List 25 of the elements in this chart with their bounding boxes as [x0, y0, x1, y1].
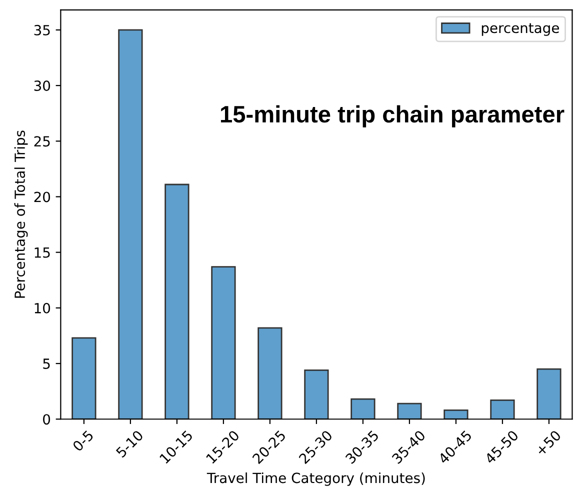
x-tick-label: 0-5 — [72, 430, 94, 452]
y-tick-label: 10 — [34, 302, 50, 314]
y-tick-label: 5 — [43, 358, 50, 369]
bar — [72, 337, 96, 420]
y-tick-label: 20 — [34, 192, 50, 202]
bar — [397, 402, 422, 420]
x-tick-label: +50 — [535, 430, 562, 456]
bar — [164, 184, 190, 420]
annotation: 15-minute trip chain parameter — [220, 105, 564, 128]
y-axis-title: Percentage of Total Trips — [14, 130, 28, 298]
bar — [536, 368, 562, 420]
legend-label: percentage — [482, 23, 559, 36]
bar — [258, 327, 282, 420]
bar — [444, 410, 468, 420]
y-tick-label: 0 — [43, 414, 50, 425]
x-axis-title: Travel Time Category (minutes) — [206, 472, 425, 486]
bar — [118, 29, 143, 420]
bar — [304, 370, 329, 420]
bar — [211, 266, 236, 420]
y-tick-label: 35 — [34, 24, 50, 36]
y-tick-label: 25 — [34, 136, 50, 147]
bar — [490, 400, 515, 420]
y-tick-label: 30 — [34, 80, 50, 92]
y-tick-label: 15 — [34, 247, 50, 258]
bar — [350, 398, 376, 420]
